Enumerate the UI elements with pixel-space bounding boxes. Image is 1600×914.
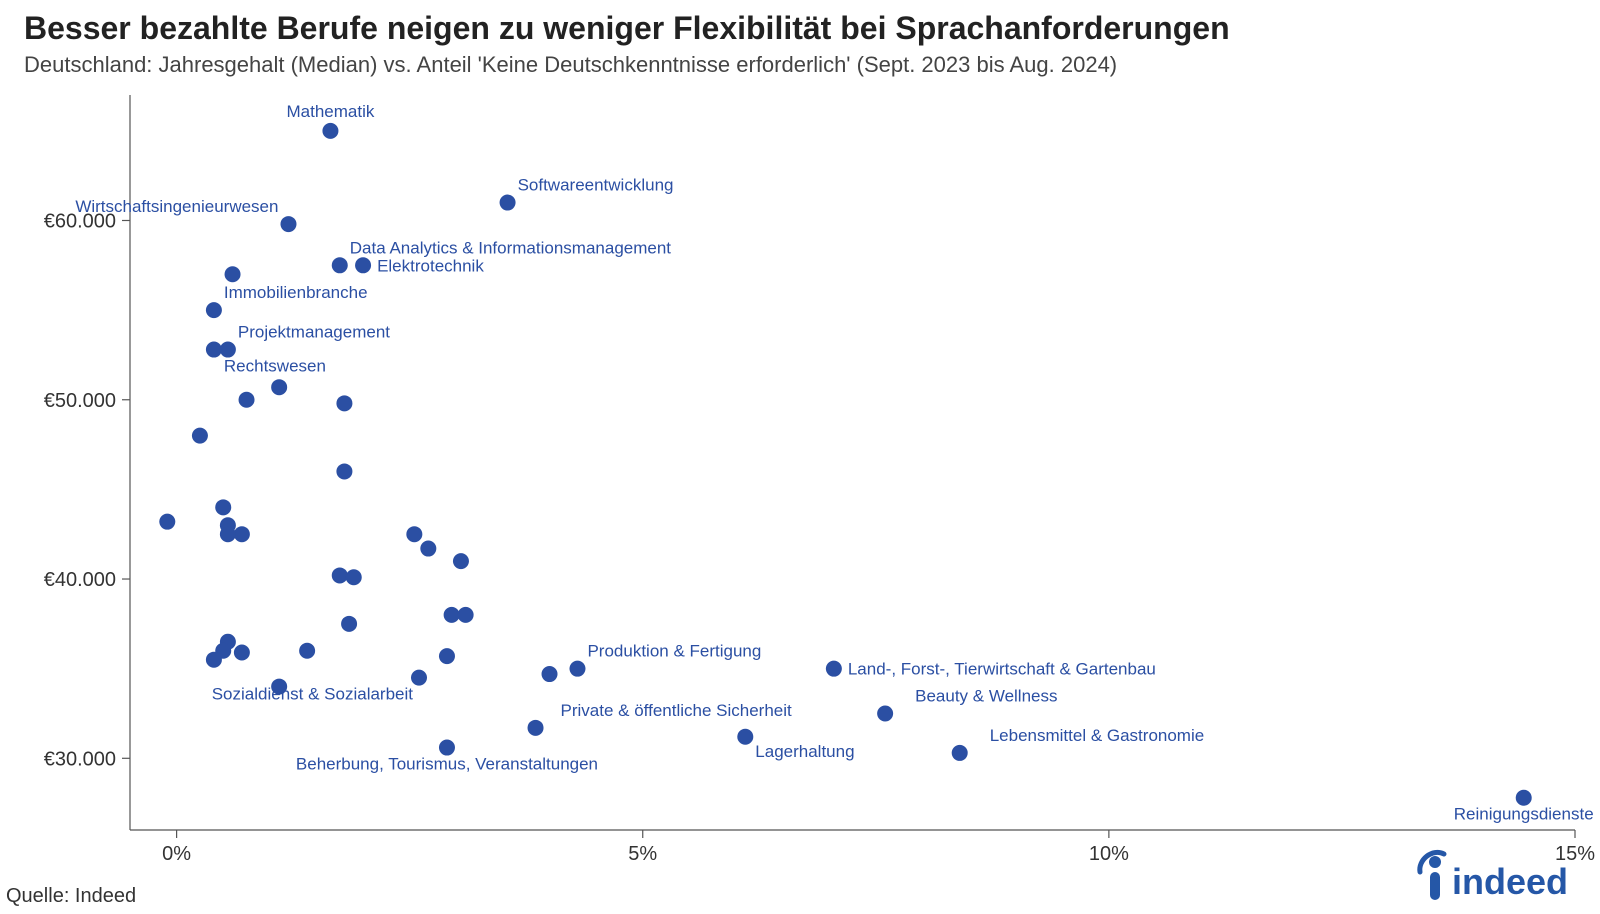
data-point [336,395,352,411]
data-point [192,428,208,444]
data-point [500,195,516,211]
data-point [346,569,362,585]
data-point [952,745,968,761]
point-label: Beauty & Wellness [915,686,1057,705]
chart-container: Besser bezahlte Berufe neigen zu weniger… [0,0,1600,914]
point-label: Wirtschaftsingenieurwesen [75,197,278,216]
point-label: Beherbung, Tourismus, Veranstaltungen [296,755,598,774]
data-point [1516,790,1532,806]
data-point [420,541,436,557]
data-point [159,514,175,530]
point-label: Lagerhaltung [755,742,854,761]
data-point [453,553,469,569]
data-point [439,648,455,664]
data-point [444,607,460,623]
svg-text:0%: 0% [162,843,191,865]
data-point [206,342,222,358]
data-point [569,661,585,677]
data-point [234,526,250,542]
point-label: Lebensmittel & Gastronomie [990,726,1205,745]
data-point [877,705,893,721]
data-point [220,526,236,542]
svg-text:5%: 5% [628,843,657,865]
data-point [528,720,544,736]
data-point [737,729,753,745]
chart-title: Besser bezahlte Berufe neigen zu weniger… [24,10,1230,47]
svg-text:€50.000: €50.000 [44,390,116,412]
data-point [411,670,427,686]
indeed-logo: indeed [1414,848,1584,904]
data-point [406,526,422,542]
point-label: Projektmanagement [238,323,390,342]
scatter-plot: €30.000€40.000€50.000€60.0000%5%10%15%Ma… [0,0,1600,914]
data-point [234,645,250,661]
point-label: Private & öffentliche Sicherheit [561,701,792,720]
svg-text:10%: 10% [1089,843,1129,865]
point-label: Rechtswesen [224,357,326,376]
point-label: Reinigungsdienste [1454,805,1594,824]
data-point [458,607,474,623]
data-point [355,257,371,273]
data-point [439,740,455,756]
point-label: Mathematik [286,102,374,121]
data-point [299,643,315,659]
point-label: Data Analytics & Informationsmanagement [350,238,672,257]
data-point [225,266,241,282]
svg-text:indeed: indeed [1452,861,1568,902]
data-point [206,652,222,668]
data-point [280,216,296,232]
data-point [332,257,348,273]
point-label: Softwareentwicklung [518,176,674,195]
chart-source: Quelle: Indeed [6,885,136,908]
svg-text:€30.000: €30.000 [44,748,116,770]
data-point [322,123,338,139]
data-point [826,661,842,677]
chart-subtitle: Deutschland: Jahresgehalt (Median) vs. A… [24,52,1117,78]
data-point [215,499,231,515]
svg-text:€40.000: €40.000 [44,569,116,591]
point-label: Sozialdienst & Sozialarbeit [212,685,414,704]
point-label: Immobilienbranche [224,283,368,302]
data-point [332,567,348,583]
data-point [336,463,352,479]
point-label: Produktion & Fertigung [587,642,761,661]
data-point [239,392,255,408]
data-point [220,342,236,358]
data-point [206,302,222,318]
point-label: Land-, Forst-, Tierwirtschaft & Gartenba… [848,660,1156,679]
point-label: Elektrotechnik [377,256,484,275]
data-point [271,379,287,395]
data-point [341,616,357,632]
data-point [542,666,558,682]
